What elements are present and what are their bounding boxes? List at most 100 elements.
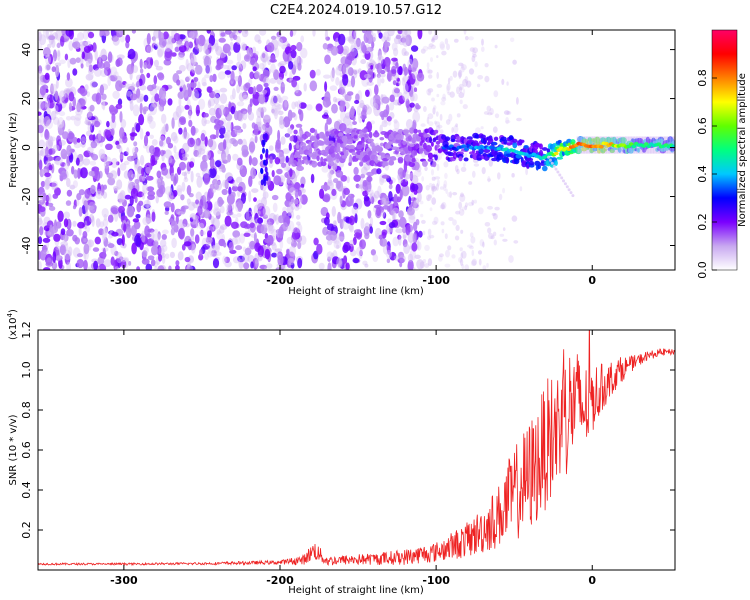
heatmap-cell	[69, 185, 76, 190]
heatmap-cell	[472, 47, 479, 54]
heatmap-cell	[513, 240, 519, 244]
heatmap-cell	[224, 215, 232, 227]
heatmap-cell	[418, 230, 423, 238]
heatmap-cell	[422, 45, 429, 52]
heatmap-cell	[164, 210, 169, 215]
heatmap-cell	[406, 207, 415, 216]
heatmap-cell	[398, 235, 402, 246]
heatmap-cell	[47, 202, 54, 207]
heatmap-cell	[46, 119, 53, 130]
heatmap-cell	[244, 211, 252, 221]
heatmap-cell	[102, 191, 108, 199]
heatmap-cell	[107, 75, 111, 87]
heatmap-cell	[194, 234, 200, 244]
heatmap-cell	[44, 103, 50, 110]
heatmap-cell	[399, 189, 403, 200]
heatmap-cell	[408, 64, 412, 76]
heatmap-cell	[181, 244, 186, 251]
heatmap-cell	[498, 193, 503, 201]
heatmap-cell	[253, 197, 257, 202]
heatmap-cell	[427, 228, 432, 236]
heatmap-cell	[151, 36, 156, 41]
heatmap-cell	[293, 129, 298, 135]
heatmap-cell	[288, 201, 294, 207]
heatmap-cell	[281, 162, 287, 169]
heatmap-cell	[472, 170, 476, 178]
heatmap-cell	[152, 233, 161, 242]
heatmap-cell	[103, 213, 108, 221]
heatmap-cell	[401, 184, 410, 197]
heatmap-cell	[463, 162, 466, 167]
heatmap-cell	[181, 181, 186, 192]
heatmap-cell	[356, 246, 363, 257]
heatmap-cell	[277, 129, 281, 142]
heatmap-cell	[516, 117, 522, 122]
heatmap-cell	[399, 261, 403, 268]
heatmap-cell	[85, 73, 94, 81]
heatmap-cell	[119, 111, 123, 123]
heatmap-cell	[160, 239, 167, 248]
heatmap-cell	[77, 221, 85, 229]
heatmap-cell	[119, 127, 125, 139]
heatmap-cell	[290, 44, 297, 51]
heatmap-cell	[158, 135, 166, 148]
heatmap-cell	[296, 155, 303, 158]
heatmap-cell	[431, 197, 437, 205]
heatmap-cell	[264, 238, 271, 244]
heatmap-cell	[174, 208, 182, 217]
heatmap-cell	[421, 219, 426, 224]
x-tick-label: -300	[110, 574, 138, 587]
heatmap-cell	[436, 71, 440, 80]
heatmap-cell	[360, 109, 367, 121]
heatmap-cell	[253, 204, 259, 216]
heatmap-cell	[230, 70, 235, 82]
heatmap-cell	[43, 231, 52, 236]
heatmap-cell	[179, 86, 183, 92]
heatmap-cell	[458, 208, 465, 216]
heatmap-cell	[252, 86, 257, 95]
heatmap-cell	[213, 93, 220, 105]
heatmap-cell	[88, 213, 95, 223]
heatmap-cell	[280, 81, 285, 94]
heatmap-cell	[181, 153, 189, 158]
heatmap-cell	[123, 151, 129, 157]
heatmap-cell	[139, 95, 144, 103]
heatmap-cell	[212, 244, 216, 251]
heatmap-cell	[84, 200, 89, 213]
heatmap-cell	[429, 234, 435, 239]
heatmap-cell	[187, 201, 196, 211]
heatmap-cell	[508, 135, 514, 141]
heatmap-cell	[378, 234, 384, 240]
heatmap-cell	[265, 221, 273, 227]
heatmap-cell	[257, 106, 263, 113]
heatmap-cell	[362, 190, 369, 197]
heatmap-cell	[455, 139, 462, 143]
heatmap-cell	[324, 30, 328, 41]
heatmap-cell	[355, 154, 359, 159]
heatmap-cell	[289, 168, 293, 178]
heatmap-cell	[385, 249, 392, 259]
heatmap-cell	[228, 101, 232, 112]
heatmap-cell	[397, 66, 403, 76]
heatmap-cell	[153, 102, 157, 108]
heatmap-cell	[392, 210, 397, 221]
heatmap-cell	[436, 144, 440, 148]
heatmap-cell	[68, 40, 74, 51]
heatmap-cell	[553, 151, 559, 156]
heatmap-cell	[277, 38, 283, 47]
heatmap-cell	[384, 39, 388, 51]
heatmap-cell	[451, 254, 456, 259]
heatmap-cell	[427, 158, 434, 162]
heatmap-cell	[434, 129, 439, 134]
heatmap-cell	[397, 159, 404, 164]
heatmap-cell	[110, 256, 115, 266]
heatmap-cell	[50, 110, 57, 121]
heatmap-cell	[263, 175, 267, 182]
heatmap-cell	[492, 213, 498, 220]
heatmap-cell	[246, 223, 251, 229]
heatmap-cell	[275, 47, 280, 58]
heatmap-cell	[213, 176, 217, 187]
heatmap-cell	[89, 104, 95, 112]
heatmap-cell	[456, 86, 460, 95]
heatmap-cell	[412, 93, 418, 102]
